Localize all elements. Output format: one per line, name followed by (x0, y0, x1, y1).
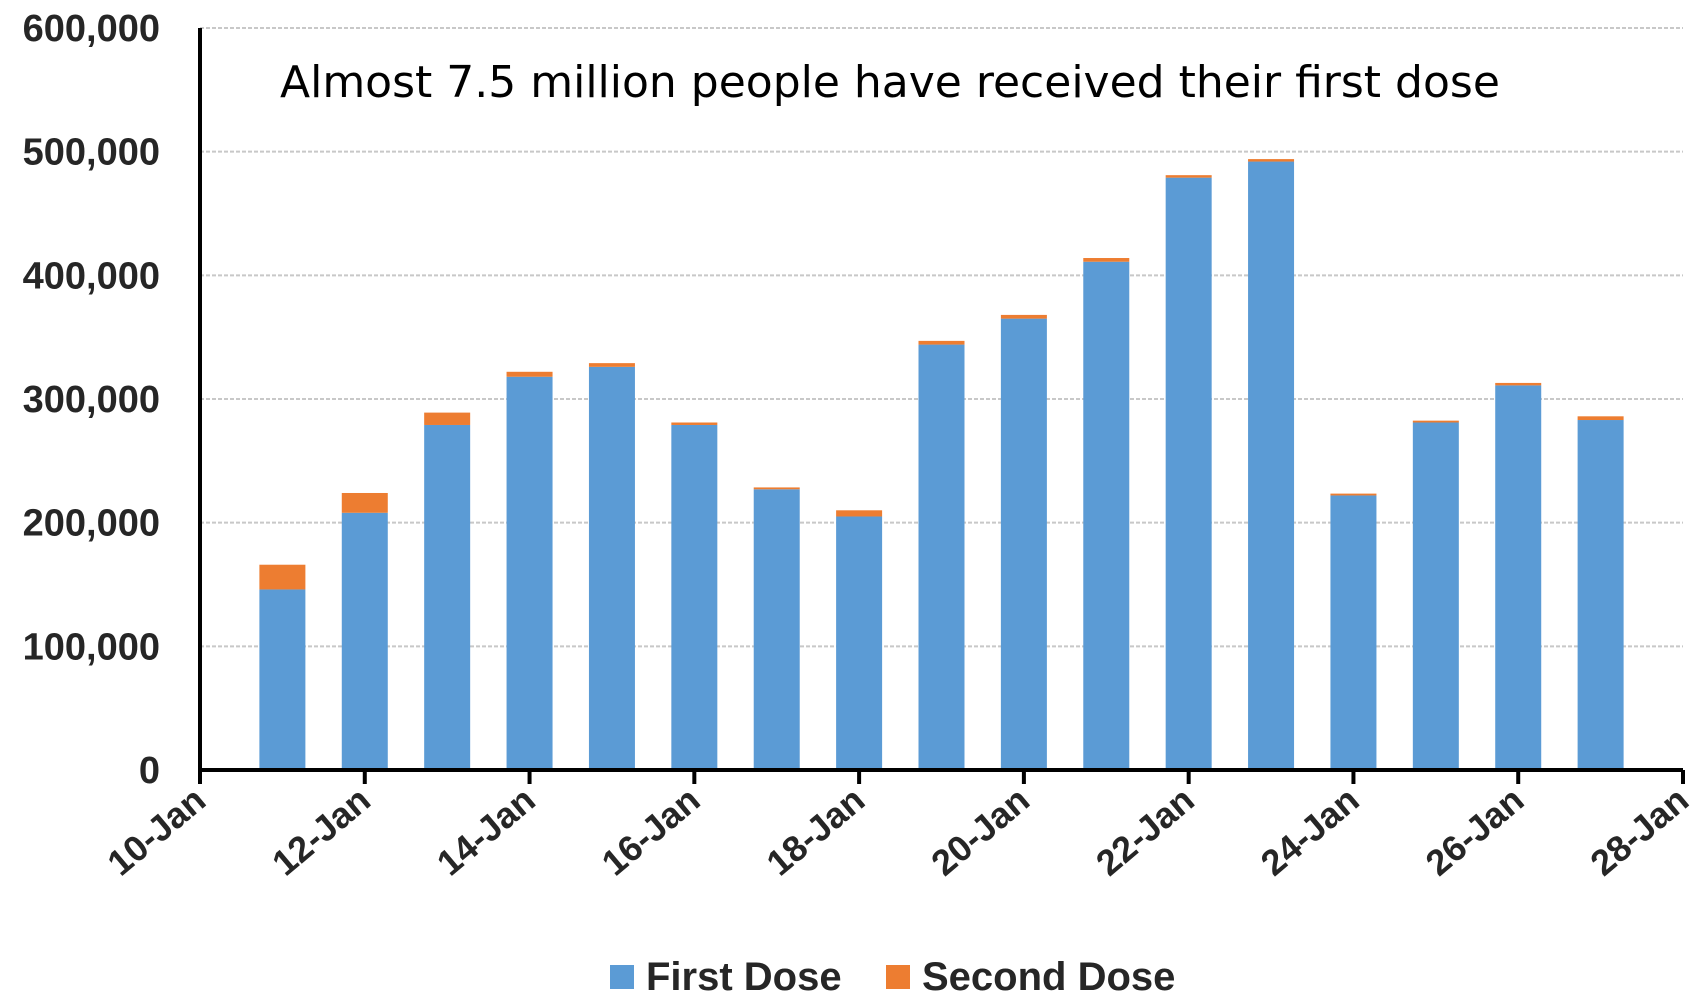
y-tick-label: 400,000 (23, 255, 160, 297)
x-tick-label: 28-Jan (1582, 779, 1695, 884)
x-tick-label: 22-Jan (1088, 779, 1202, 884)
bar-first-dose (918, 344, 965, 770)
y-tick-label: 600,000 (23, 8, 160, 50)
bar-second-dose (671, 422, 718, 425)
y-tick-label: 0 (139, 750, 160, 792)
bar-first-dose (1000, 318, 1047, 770)
bar-first-dose (1165, 177, 1212, 771)
bar-first-dose (1495, 385, 1542, 770)
bar-second-dose (259, 564, 306, 590)
bar-second-dose (1330, 493, 1377, 496)
bar-second-dose (1248, 159, 1295, 162)
bar-first-dose (1330, 495, 1377, 770)
bar-second-dose (424, 412, 471, 425)
x-tick-label: 16-Jan (594, 779, 708, 884)
bar-first-dose (424, 424, 471, 770)
x-tick-label: 24-Jan (1253, 779, 1367, 884)
bar-second-dose (1165, 175, 1212, 178)
bar-second-dose (1577, 416, 1624, 421)
bar-second-dose (506, 371, 553, 377)
y-tick-labels: 0 100,000 200,000 300,000 400,000 500,000 600,… (23, 8, 160, 792)
x-tick-label: 20-Jan (923, 779, 1037, 884)
x-tick-labels: 10-Jan 12-Jan 14-Jan 16-Jan 18-Jan 20-Jan 22-J… (99, 779, 1695, 884)
bars (259, 159, 1624, 771)
bar-second-dose (341, 492, 388, 513)
bar-second-dose (588, 363, 635, 367)
bar-second-dose (1495, 382, 1542, 386)
bar-first-dose (671, 424, 718, 770)
bar-first-dose (1577, 420, 1624, 770)
legend: First Dose Second Dose (610, 955, 1175, 995)
bar-second-dose (1000, 314, 1047, 319)
x-tick-label: 12-Jan (264, 779, 378, 884)
bar-second-dose (1412, 420, 1459, 423)
x-tick-label: 10-Jan (99, 779, 213, 884)
x-tick-label: 14-Jan (429, 779, 543, 884)
legend-swatch-first-dose (610, 965, 634, 989)
legend-label-first-dose: First Dose (646, 955, 842, 995)
legend-label-second-dose: Second Dose (922, 955, 1175, 995)
axes (198, 28, 1685, 784)
y-tick-label: 500,000 (23, 132, 160, 174)
x-tick-label: 26-Jan (1418, 779, 1532, 884)
bar-second-dose (836, 510, 883, 517)
bar-first-dose (836, 516, 883, 770)
bar-first-dose (259, 589, 306, 770)
chart-annotation: Almost 7.5 million people have received … (280, 57, 1500, 108)
bar-first-dose (1083, 261, 1130, 770)
y-tick-label: 200,000 (23, 503, 160, 545)
bar-first-dose (588, 366, 635, 770)
y-tick-label: 300,000 (23, 379, 160, 421)
bar-second-dose (1083, 258, 1130, 262)
x-tick-label: 18-Jan (759, 779, 873, 884)
bar-first-dose (341, 512, 388, 770)
bar-first-dose (1412, 422, 1459, 770)
bar-first-dose (506, 376, 553, 770)
bar-second-dose (918, 340, 965, 345)
y-tick-label: 100,000 (23, 626, 160, 668)
bar-second-dose (753, 487, 800, 490)
legend-swatch-second-dose (886, 965, 910, 989)
bar-first-dose (1248, 161, 1295, 770)
bar-first-dose (753, 489, 800, 770)
